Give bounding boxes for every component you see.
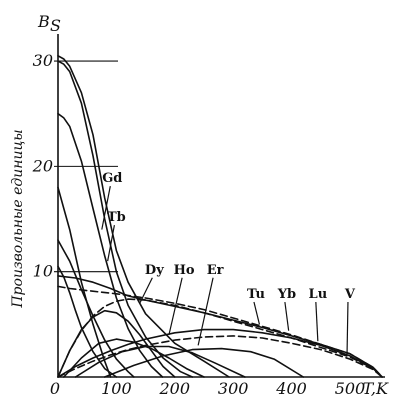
series-curve-v: [57, 328, 383, 378]
series-label-ho: Ho: [174, 263, 195, 278]
series-curve-lu: [57, 285, 383, 378]
leader-line-lu: [315, 301, 319, 342]
y-axis-title: Произвольные единицы: [10, 129, 26, 308]
x-tick-label: 500: [335, 379, 366, 398]
x-axis-title: T,K: [363, 379, 389, 398]
series-curve-dy: [57, 112, 164, 378]
series-curve-3: [57, 186, 112, 378]
series-label-gd: Gd: [102, 171, 122, 186]
x-tick-label: 200: [159, 379, 191, 398]
series-curve-tu: [57, 298, 383, 378]
y-tick-label: 30: [33, 51, 53, 70]
y-axis-symbol-sub: S: [50, 16, 61, 35]
x-tick-label: 400: [275, 379, 307, 398]
curves: [57, 55, 383, 378]
leader-line-tb: [107, 225, 115, 262]
labels: Gd Tb Dy Ho Er Tu Yb Lu V: [101, 171, 356, 354]
series-curve-8: [74, 345, 246, 378]
series-curve-9: [103, 347, 305, 378]
y-tick-label: 10: [33, 262, 53, 281]
series-curve-yb: [57, 275, 383, 378]
leader-line-ho: [168, 277, 183, 336]
series-label-v: V: [344, 287, 356, 302]
series-label-yb: Yb: [277, 287, 296, 302]
leader-line-yb: [284, 301, 290, 331]
y-tick-label: 20: [32, 156, 53, 175]
x-tick-label: 100: [101, 379, 132, 398]
series-curve-er: [57, 265, 118, 378]
series-curve-gd: [57, 55, 230, 378]
series-label-dy: Dy: [145, 263, 164, 278]
leader-line-tu: [253, 301, 261, 325]
series-label-tb: Tb: [107, 210, 126, 225]
leader-line-v: [346, 302, 349, 354]
x-tick-label: 0: [50, 379, 60, 398]
series-label-er: Er: [207, 263, 224, 278]
y-axis-symbol: B: [37, 12, 50, 31]
leader-line-dy: [139, 277, 153, 304]
series-label-tu: Tu: [247, 287, 265, 302]
x-tick-label: 300: [218, 379, 249, 398]
leader-line-gd: [101, 186, 111, 230]
series-label-lu: Lu: [309, 287, 328, 302]
leader-line-er: [197, 277, 214, 346]
series-curve-14: [57, 335, 383, 378]
